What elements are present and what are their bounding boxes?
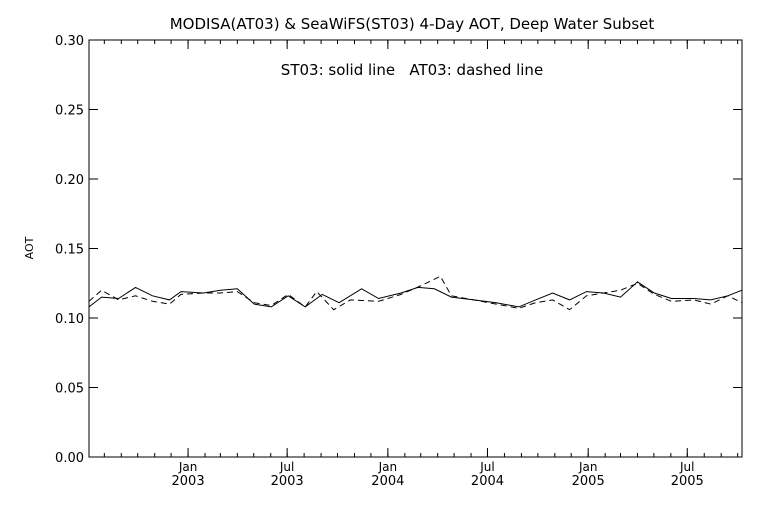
chart-title: MODISA(AT03) & SeaWiFS(ST03) 4-Day AOT, … <box>170 15 655 33</box>
axis-layer: 0.000.050.100.150.200.250.30Jan2003Jul20… <box>55 34 742 489</box>
x-tick-label-year: 2005 <box>572 474 605 489</box>
y-tick-label: 0.15 <box>55 243 84 258</box>
x-tick-label-month: Jan <box>378 460 398 474</box>
x-tick-label-month: Jul <box>479 460 494 474</box>
series-line-at03 <box>88 275 743 311</box>
x-tick-label-month: Jul <box>679 460 694 474</box>
x-tick-label-year: 2004 <box>371 474 404 489</box>
x-tick-label-month: Jan <box>578 460 598 474</box>
x-tick-label-year: 2005 <box>671 474 704 489</box>
x-tick-label-month: Jan <box>178 460 198 474</box>
x-tick-label-month: Jul <box>279 460 294 474</box>
y-axis-label: AOT <box>23 236 36 259</box>
series-layer <box>88 275 743 311</box>
plot-frame <box>88 39 743 458</box>
y-tick-label: 0.00 <box>55 451 84 466</box>
y-tick-label: 0.20 <box>55 173 84 188</box>
x-tick-label-year: 2004 <box>471 474 504 489</box>
x-tick-label-year: 2003 <box>172 474 205 489</box>
y-tick-label: 0.30 <box>55 34 84 49</box>
x-tick-label-year: 2003 <box>271 474 304 489</box>
y-tick-label: 0.25 <box>55 104 84 119</box>
series-style-annotation: ST03: solid line AT03: dashed line <box>281 61 543 79</box>
y-tick-label: 0.05 <box>55 382 84 397</box>
y-tick-label: 0.10 <box>55 312 84 327</box>
